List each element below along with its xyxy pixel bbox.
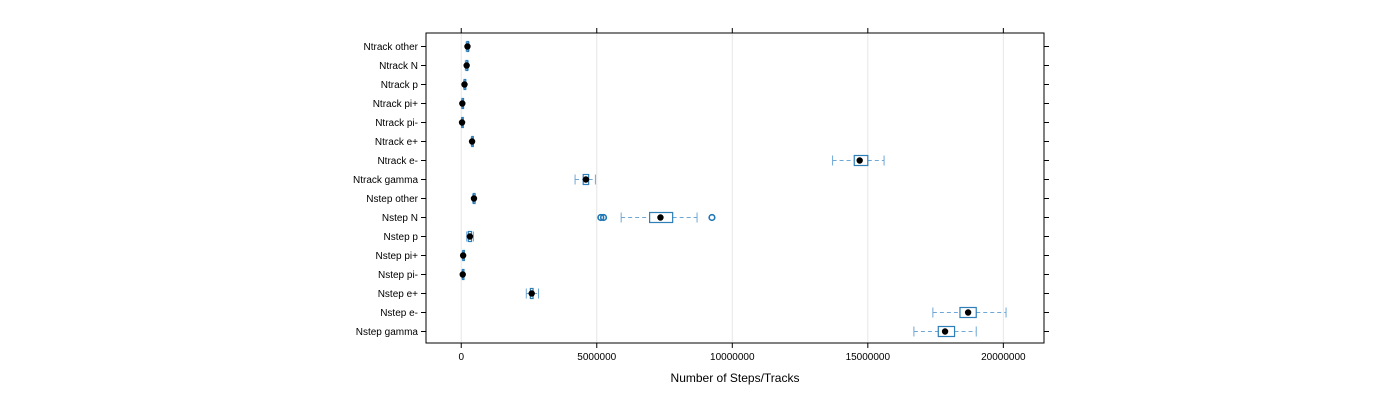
x-axis-title: Number of Steps/Tracks [671,371,800,385]
y-tick-label: Nstep e- [380,308,418,319]
median-point [528,290,535,297]
median-point [466,233,474,240]
x-tick-label: 0 [458,352,464,363]
box-ntrack-n [463,59,470,72]
box [649,211,674,224]
outlier-point [597,213,605,222]
box-nstep-e- [932,306,1007,319]
y-tick-label: Ntrack p [381,80,419,91]
median-point [458,119,466,126]
median-point [464,43,471,50]
box-nstep-pi- [459,249,467,262]
median-point [941,328,949,335]
box-plots [458,40,1007,338]
y-tick-label: Ntrack e- [377,156,418,167]
box-nstep-pi- [459,268,466,281]
box-nstep-e- [525,287,539,300]
box-nstep-p [466,230,474,243]
grid-lines [460,33,1004,343]
box-ntrack-other [464,40,471,53]
box-ntrack-pi- [458,116,466,129]
y-tick-label: Ntrack gamma [353,175,418,186]
plot-frame [425,32,1045,344]
y-tick-label: Ntrack pi+ [373,99,418,110]
box [853,154,869,167]
box-ntrack-e- [468,135,476,148]
outlier-point [599,213,608,222]
median-point [468,138,476,145]
y-tick-label: Nstep pi- [378,270,418,281]
x-axis: 0 5000000 10000000 15000000 20000000 [458,28,1026,363]
x-tick-label: 10000000 [710,352,755,363]
y-tick-label: Ntrack N [379,61,418,72]
x-tick-label: 15000000 [846,352,891,363]
median-point [856,157,863,164]
box-nstep-gamma [913,325,977,338]
y-tick-label: Nstep e+ [378,289,418,300]
median-point [470,195,478,202]
box [937,325,956,338]
y-tick-label: Ntrack other [364,42,419,53]
y-tick-label: Nstep other [366,194,418,205]
y-axis: Ntrack other Ntrack N Ntrack p Ntrack pi+ Nt… [353,42,1049,338]
median-point [657,214,664,221]
outlier-point [708,213,716,222]
x-tick-label: 5000000 [577,352,616,363]
box [959,306,977,319]
box-ntrack-pi- [459,97,466,110]
median-point [459,271,466,278]
y-tick-label: Ntrack e+ [375,137,418,148]
y-tick-label: Ntrack pi- [375,118,418,129]
median-point [463,62,470,69]
y-tick-label: Nstep N [382,213,418,224]
median-point [459,100,466,107]
median-point [582,176,590,183]
y-tick-label: Nstep pi+ [375,251,418,262]
box-ntrack-p [461,78,468,91]
y-tick-label: Nstep gamma [356,327,419,338]
box-ntrack-gamma [574,173,596,186]
box-nstep-n [597,211,716,224]
median-point [461,81,468,88]
box-nstep-other [470,192,478,205]
median-point [459,252,467,259]
x-tick-label: 20000000 [981,352,1026,363]
median-point [964,309,972,316]
y-tick-label: Nstep p [384,232,419,243]
box-ntrack-e- [832,154,885,167]
